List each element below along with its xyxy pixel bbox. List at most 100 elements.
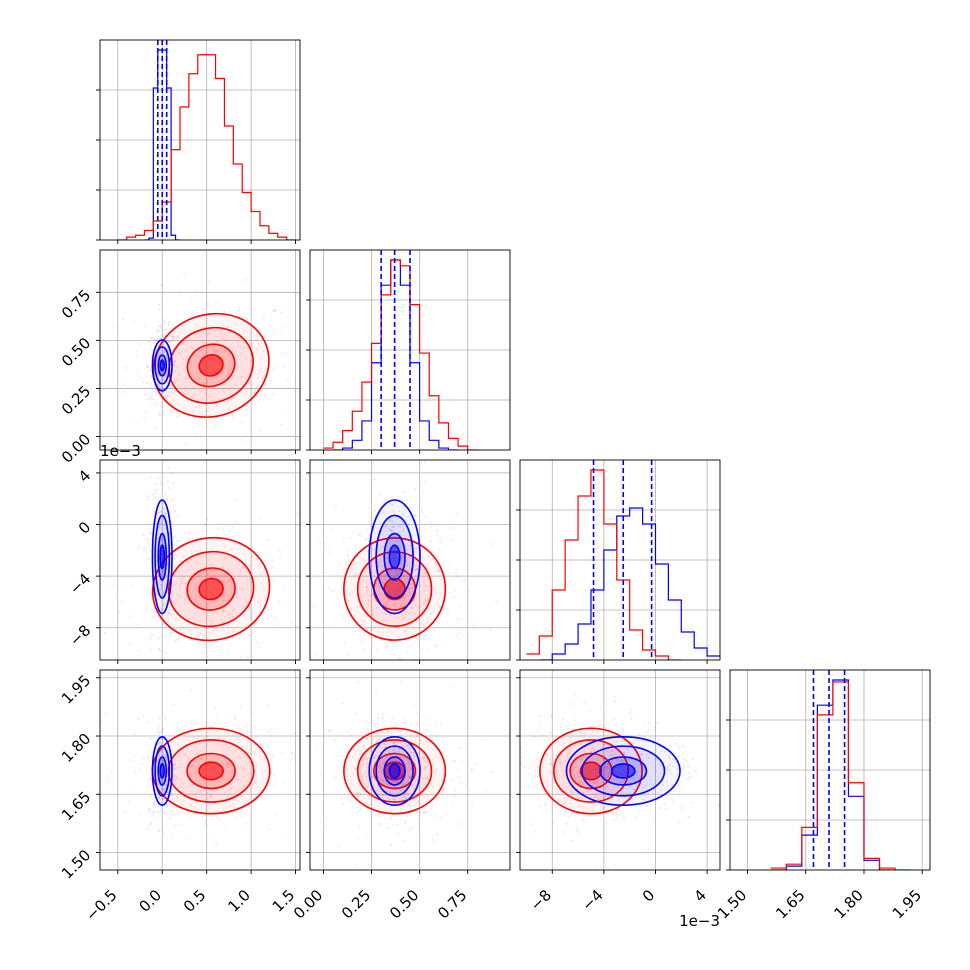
scatter-point-blue bbox=[149, 369, 152, 372]
scatter-point-red bbox=[432, 758, 435, 761]
scatter-point-blue bbox=[681, 744, 685, 748]
scatter-point-blue bbox=[580, 723, 583, 726]
scatter-point-red bbox=[214, 348, 217, 351]
contour-blue bbox=[375, 745, 414, 797]
scatter-point-blue bbox=[149, 532, 152, 536]
scatter-point-red bbox=[372, 785, 375, 788]
scatter-point-red bbox=[205, 316, 208, 319]
scatter-point-red bbox=[603, 753, 606, 756]
scatter-point-blue bbox=[159, 808, 162, 811]
scatter-point-blue bbox=[169, 340, 172, 343]
scatter-point-red bbox=[175, 766, 178, 770]
scatter-point-red bbox=[362, 648, 365, 651]
scatter-point-red bbox=[567, 724, 570, 727]
scatter-point-red bbox=[349, 799, 352, 802]
scatter-point-red bbox=[290, 751, 294, 754]
scatter-point-blue bbox=[157, 783, 160, 786]
scatter-point-blue bbox=[395, 569, 398, 572]
scatter-point-red bbox=[449, 527, 453, 530]
scatter-point-red bbox=[327, 728, 331, 732]
scatter-point-red bbox=[403, 794, 407, 798]
scatter-point-blue bbox=[170, 613, 173, 616]
scatter-point-red bbox=[425, 728, 428, 731]
scatter-point-red bbox=[513, 704, 515, 706]
scatter-point-red bbox=[431, 838, 434, 841]
scatter-point-blue bbox=[167, 480, 170, 483]
scatter-point-red bbox=[194, 722, 197, 725]
scatter-point-red bbox=[433, 609, 436, 612]
scatter-point-red bbox=[223, 609, 226, 613]
scatter-point-red bbox=[669, 771, 672, 775]
scatter-point-red bbox=[176, 794, 179, 798]
scatter-point-red bbox=[244, 389, 247, 392]
scatter-point-blue bbox=[165, 755, 168, 758]
x-tick-label: 0.75 bbox=[434, 886, 470, 922]
scatter-point-red bbox=[224, 609, 228, 613]
scatter-point-blue bbox=[564, 810, 567, 813]
scatter-point-red bbox=[325, 825, 328, 828]
scatter-point-red bbox=[337, 843, 340, 847]
scatter-point-red bbox=[278, 549, 281, 552]
scatter-point-red bbox=[328, 551, 331, 554]
scatter-point-red bbox=[555, 771, 558, 774]
scatter-point-blue bbox=[581, 782, 585, 785]
scatter-point-red bbox=[214, 568, 217, 571]
scatter-point-blue bbox=[173, 775, 176, 778]
scatter-point-red bbox=[338, 563, 342, 566]
scatter-point-red bbox=[140, 763, 144, 766]
scatter-point-red bbox=[495, 599, 498, 602]
scatter-point-red bbox=[268, 780, 272, 783]
scatter-point-red bbox=[182, 799, 186, 803]
scatter-point-red bbox=[323, 543, 326, 546]
scatter-point-red bbox=[232, 802, 235, 806]
panel-content bbox=[310, 460, 510, 660]
scatter-point-red bbox=[619, 759, 623, 762]
scatter-point-blue bbox=[149, 382, 153, 385]
scatter-point-blue bbox=[418, 794, 422, 797]
scatter-point-blue bbox=[396, 573, 399, 576]
scatter-point-red bbox=[380, 726, 383, 729]
scatter-point-red bbox=[455, 511, 458, 514]
scatter-point-red bbox=[402, 839, 405, 842]
scatter-point-red bbox=[202, 570, 205, 573]
scatter-point-red bbox=[380, 634, 383, 638]
scatter-point-blue bbox=[413, 755, 416, 758]
scatter-point-red bbox=[547, 787, 550, 790]
scatter-point-red bbox=[387, 729, 390, 733]
scatter-point-red bbox=[570, 839, 574, 842]
scatter-point-red bbox=[471, 803, 474, 806]
scatter-point-red bbox=[192, 543, 195, 546]
scatter-point-red bbox=[215, 842, 218, 845]
scatter-point-red bbox=[133, 320, 136, 323]
scatter-point-red bbox=[576, 796, 579, 799]
scatter-point-red bbox=[384, 603, 387, 606]
scatter-point-red bbox=[270, 772, 273, 775]
x-tick-label: −8 bbox=[527, 886, 555, 914]
scatter-point-red bbox=[229, 398, 232, 401]
scatter-point-red bbox=[354, 793, 357, 796]
scatter-point-blue bbox=[380, 767, 383, 770]
scatter-point-red bbox=[351, 591, 354, 594]
scatter-point-red bbox=[229, 783, 232, 786]
scatter-point-blue bbox=[161, 730, 164, 733]
scatter-point-red bbox=[652, 729, 655, 732]
contour-blue bbox=[151, 339, 173, 392]
scatter-point-red bbox=[227, 568, 231, 571]
scatter-point-red bbox=[417, 817, 420, 820]
scatter-point-blue bbox=[153, 812, 156, 815]
scatter-point-red bbox=[451, 779, 454, 782]
y-tick-label: 4 bbox=[75, 467, 94, 486]
scatter-point-red bbox=[158, 414, 161, 417]
scatter-point-blue bbox=[407, 586, 410, 589]
scatter-point-blue bbox=[162, 341, 166, 344]
panel-content bbox=[310, 250, 510, 450]
scatter-point-red bbox=[249, 732, 252, 735]
scatter-point-red bbox=[381, 779, 385, 782]
scatter-point-red bbox=[178, 292, 181, 296]
contour-red bbox=[198, 761, 224, 781]
scatter-point-red bbox=[346, 768, 349, 771]
scatter-point-blue bbox=[173, 774, 176, 777]
scatter-point-red bbox=[574, 777, 578, 780]
scatter-point-blue bbox=[386, 601, 389, 604]
scatter-point-red bbox=[406, 792, 409, 795]
